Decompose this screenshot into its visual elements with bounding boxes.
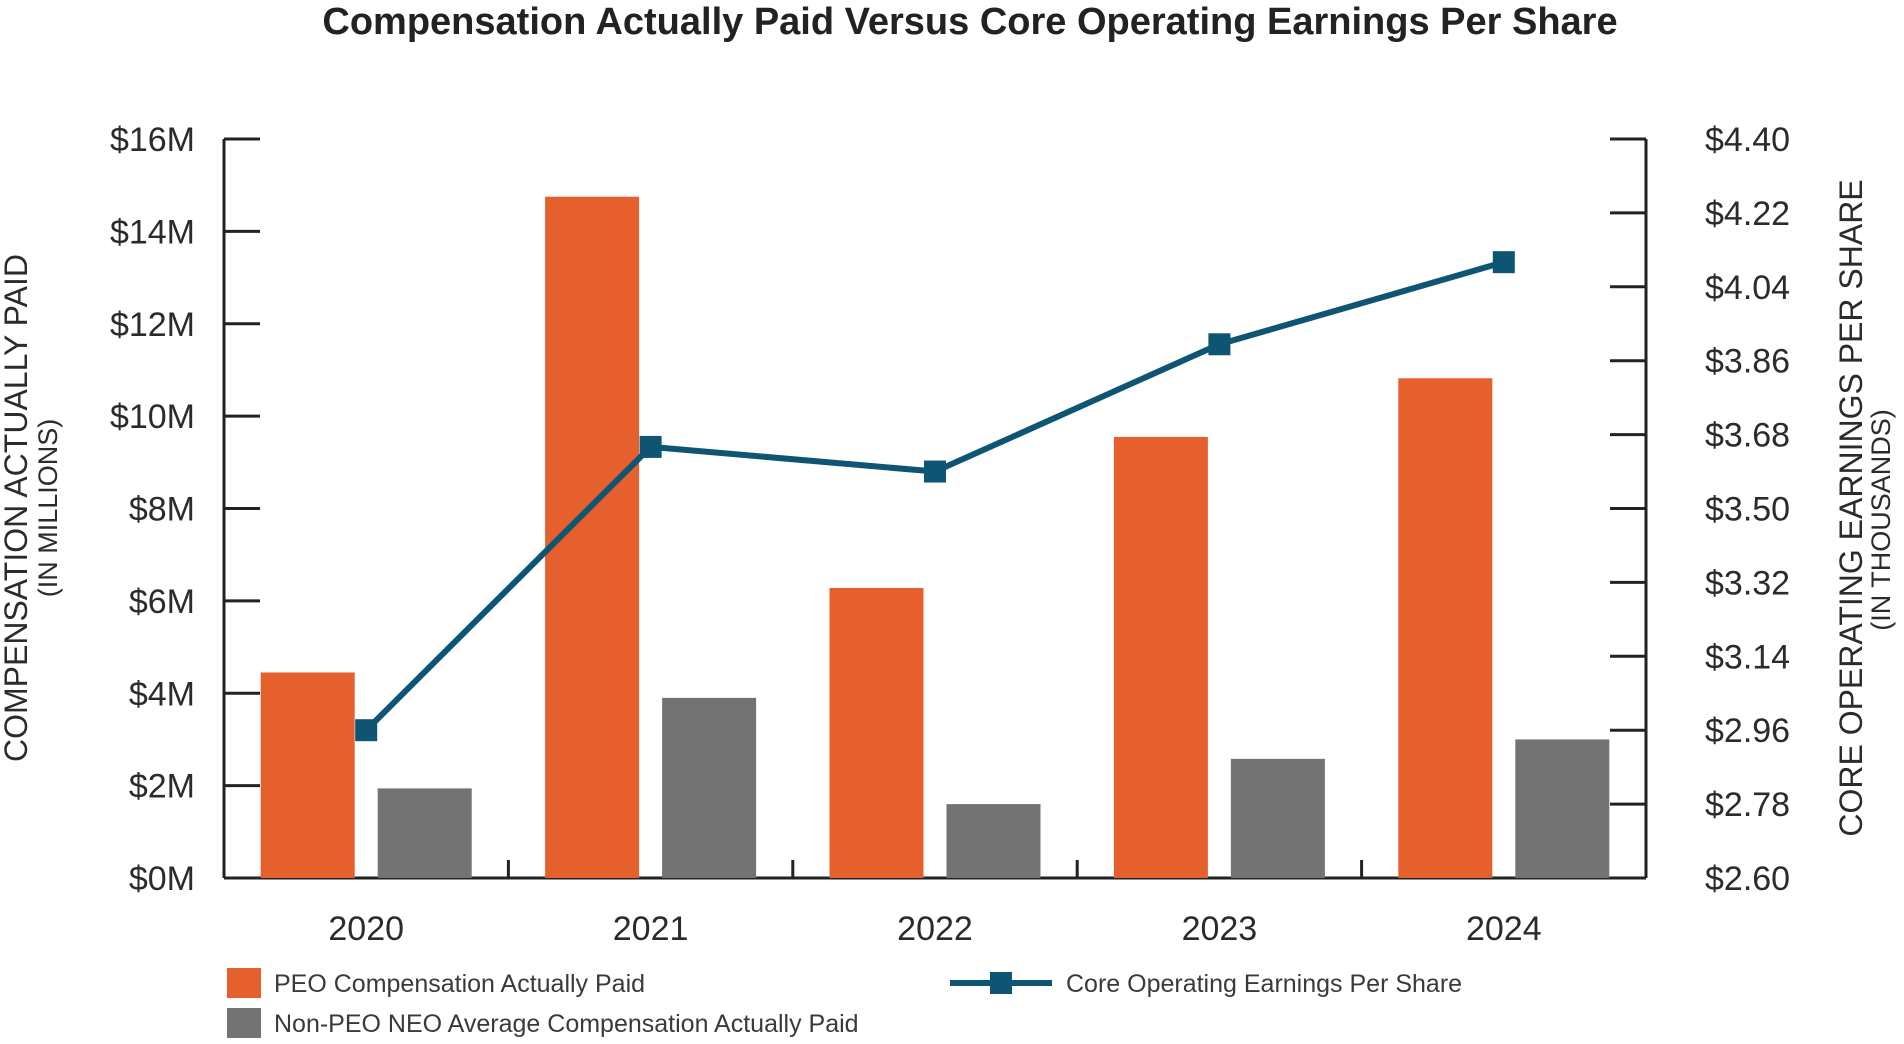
right-tick-label: $2.96 — [1705, 712, 1790, 750]
right-tick-label: $4.40 — [1705, 121, 1790, 159]
legend-marker-eps — [990, 972, 1012, 994]
right-tick-label: $3.68 — [1705, 417, 1790, 455]
line-series — [355, 251, 1515, 742]
x-tick-label: 2024 — [1466, 910, 1542, 948]
right-tick-label: $2.60 — [1705, 860, 1790, 898]
eps-marker — [355, 719, 378, 742]
right-tick-label: $2.78 — [1705, 786, 1790, 824]
left-tick-label: $4M — [129, 675, 195, 713]
x-tick-label: 2022 — [897, 910, 973, 948]
left-tick-label: $8M — [129, 491, 195, 529]
legend-label-peo: PEO Compensation Actually Paid — [274, 970, 645, 998]
chart-title: Compensation Actually Paid Versus Core O… — [322, 1, 1617, 43]
x-tick-label: 2023 — [1182, 910, 1258, 948]
peo-bar — [829, 587, 924, 878]
right-axis-title: CORE OPERATING EARNINGS PER SHARE — [1833, 179, 1869, 836]
legend-label-eps: Core Operating Earnings Per Share — [1066, 970, 1462, 998]
peo-bar — [1398, 378, 1493, 878]
eps-marker — [1492, 251, 1515, 274]
eps-marker — [1208, 333, 1231, 356]
peo-bar — [260, 672, 355, 878]
right-tick-label: $4.22 — [1705, 195, 1790, 233]
legend-swatch-peo — [227, 968, 261, 998]
right-tick-label: $3.32 — [1705, 564, 1790, 602]
non-peo-bar — [377, 788, 472, 878]
peo-bar — [1113, 436, 1208, 878]
non-peo-bar — [662, 697, 757, 878]
eps-marker — [639, 435, 662, 458]
right-tick-label: $3.86 — [1705, 343, 1790, 381]
left-tick-label: $16M — [110, 121, 195, 159]
eps-marker — [924, 460, 946, 483]
x-tick-label: 2020 — [328, 910, 404, 948]
legend-label-non-peo: Non-PEO NEO Average Compensation Actuall… — [274, 1010, 859, 1038]
left-tick-label: $14M — [110, 213, 195, 251]
bars — [260, 196, 1610, 878]
non-peo-bar — [1515, 739, 1610, 878]
legend: PEO Compensation Actually Paid Non-PEO NE… — [227, 968, 1462, 1038]
non-peo-bar — [1230, 758, 1325, 878]
right-tick-label: $3.50 — [1705, 491, 1790, 529]
eps-line — [364, 259, 1505, 733]
left-tick-label: $0M — [129, 860, 195, 898]
left-tick-label: $2M — [129, 768, 195, 806]
legend-swatch-non-peo — [227, 1008, 261, 1038]
right-tick-label: $3.14 — [1705, 638, 1790, 676]
non-peo-bar — [946, 804, 1041, 878]
left-axis-title: COMPENSATION ACTUALLY PAID — [0, 254, 34, 762]
right-axis-subtitle: (IN THOUSANDS) — [1866, 409, 1896, 631]
right-tick-label: $4.04 — [1705, 269, 1790, 307]
left-tick-label: $6M — [129, 583, 195, 621]
left-tick-label: $12M — [110, 306, 195, 344]
x-tick-label: 2021 — [613, 910, 689, 948]
left-axis-subtitle: (IN MILLIONS) — [33, 419, 63, 598]
axes: $0M $2M $4M $6M $8M $10M $12M $14M $16M $2.60 $2.7… — [0, 121, 1896, 948]
left-tick-label: $10M — [110, 398, 195, 436]
